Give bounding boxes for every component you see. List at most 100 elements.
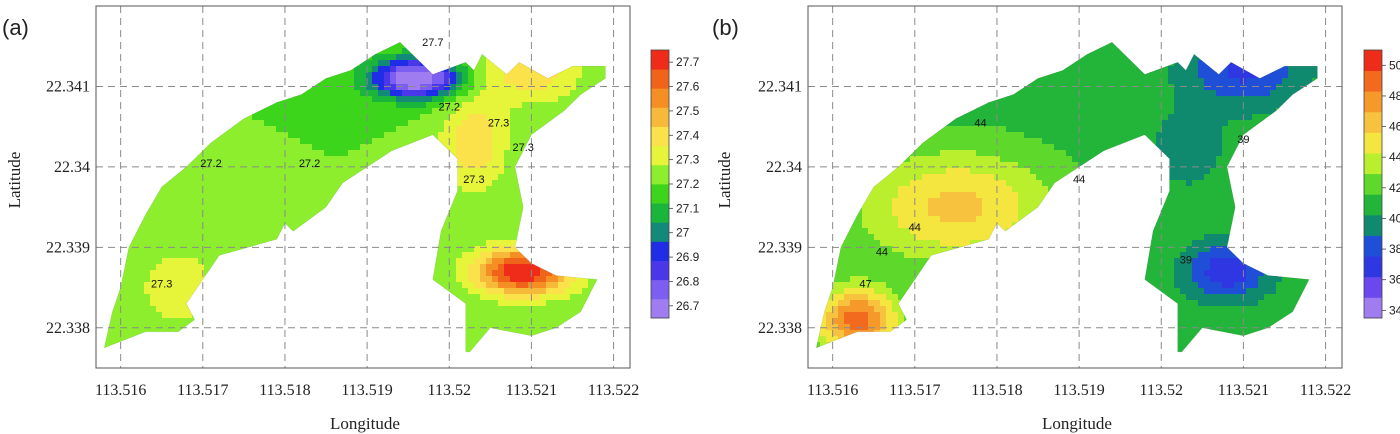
x-tick-label-a: 113.516 <box>95 382 146 399</box>
colorbar-tick-label-a: 26.8 <box>676 274 700 288</box>
colorbar-segment-a <box>651 260 669 281</box>
colorbar-tick-label-b: 50 <box>1389 58 1400 72</box>
contour-label-b: 39 <box>1237 134 1249 146</box>
y-tick-label-a: 22.339 <box>46 239 90 256</box>
colorbar-tick-label-b: 40 <box>1389 211 1400 225</box>
colorbar-segment-b <box>1364 70 1382 92</box>
colorbar-segment-a <box>651 107 669 127</box>
x-tick-label-a: 113.518 <box>259 382 310 399</box>
colorbar-tick-label-b: 42 <box>1389 181 1400 195</box>
x-tick-label-b: 113.519 <box>1053 382 1104 399</box>
y-tick-label-a: 22.338 <box>46 320 90 337</box>
colorbar-tick-label-a: 27.6 <box>676 80 700 94</box>
colorbar-segment-a <box>651 164 669 185</box>
contour-label-b: 44 <box>909 222 921 234</box>
contour-field-a <box>104 42 606 352</box>
plot-frame-b <box>807 5 1343 369</box>
colorbar-segment-b <box>1364 111 1382 133</box>
contour-label-b: 47 <box>859 279 871 291</box>
colorbar-tick-label-a: 26.9 <box>676 250 700 264</box>
plot-area-b: 113.516 113.517 113.518 113.519 113.52 113.52… <box>758 5 1351 399</box>
colorbar-tick-label-a: 27.1 <box>676 201 700 215</box>
colorbar-frame-b <box>1363 49 1383 319</box>
colorbar-segment-b <box>1364 276 1382 298</box>
contour-label-a: 27.3 <box>151 279 172 291</box>
colorbar-tick-label-a: 27.4 <box>676 128 700 142</box>
colorbar-segment-b <box>1364 173 1382 195</box>
panel-label-a: (a) <box>2 15 29 40</box>
colorbar-segment-a <box>651 279 669 300</box>
contour-label-a: 27.3 <box>488 118 509 130</box>
colorbar-tick-label-b: 44 <box>1389 150 1400 164</box>
colorbar-tick-label-a: 27.5 <box>676 104 700 118</box>
y-tick-label-b: 22.341 <box>758 78 802 95</box>
x-tick-label-a: 113.52 <box>428 382 471 399</box>
colorbar-segment-a <box>651 126 669 147</box>
colorbar-segment-a <box>651 69 669 89</box>
colorbar-segment-a <box>651 203 669 223</box>
plot-frame-a <box>95 5 631 369</box>
y-tick-label-a: 22.34 <box>54 159 90 176</box>
colorbar-segment-b <box>1364 91 1382 113</box>
colorbar-tick-label-a: 27.7 <box>676 55 700 69</box>
x-tick-label-b: 113.516 <box>807 382 858 399</box>
contour-field-b <box>816 42 1318 352</box>
colorbar-tick-label-a: 26.7 <box>676 299 700 313</box>
y-tick-label-a: 22.341 <box>46 78 90 95</box>
colorbar-b: 34 36 38 40 42 44 46 48 50 <box>1363 49 1400 319</box>
y-tick-label-b: 22.34 <box>766 159 802 176</box>
x-tick-label-a: 113.519 <box>341 382 392 399</box>
y-tick-label-b: 22.339 <box>758 239 802 256</box>
colorbar-segment-b <box>1364 214 1382 236</box>
colorbar-segment-b <box>1364 297 1382 319</box>
x-tick-label-b: 113.52 <box>1140 382 1183 399</box>
y-axis-title-b: Latitude <box>715 152 734 209</box>
x-tick-label-b: 113.522 <box>1300 382 1351 399</box>
y-axis-title-a: Latitude <box>5 152 24 209</box>
panel-b: (b) 113.516 113.517 113.518 113.519 113.52 11… <box>712 5 1400 433</box>
contour-label-a: 27.3 <box>463 174 484 186</box>
x-tick-label-a: 113.517 <box>177 382 228 399</box>
colorbar-segment-b <box>1364 153 1382 175</box>
colorbar-segment-a <box>651 88 669 108</box>
colorbar-tick-label-a: 27 <box>676 226 690 240</box>
colorbar-segment-a <box>651 50 669 70</box>
colorbar-segment-a <box>651 184 669 204</box>
y-tick-label-b: 22.338 <box>758 320 802 337</box>
x-axis-title-a: Longitude <box>330 414 400 433</box>
contour-label-a: 27.3 <box>512 142 533 154</box>
x-tick-label-a: 113.521 <box>506 382 557 399</box>
colorbar-segment-a <box>651 298 669 319</box>
contour-label-a: 27.7 <box>422 37 443 49</box>
contour-label-a: 27.2 <box>200 158 221 170</box>
colorbar-tick-label-a: 27.2 <box>676 177 700 191</box>
x-tick-label-b: 113.521 <box>1218 382 1269 399</box>
contour-label-b: 44 <box>974 118 986 130</box>
contour-label-a: 27.2 <box>299 158 320 170</box>
colorbar-segment-a <box>651 222 669 242</box>
colorbar-segment-b <box>1364 50 1382 72</box>
x-axis-title-b: Longitude <box>1042 414 1112 433</box>
colorbar-a: 26.7 26.8 26.9 27 27.1 27.2 27.3 27.4 27.5 27.6 27… <box>650 49 700 319</box>
contour-label-a: 27.2 <box>439 102 460 114</box>
colorbar-segment-a <box>651 145 669 166</box>
x-tick-label-b: 113.518 <box>971 382 1022 399</box>
colorbar-tick-label-b: 38 <box>1389 242 1400 256</box>
colorbar-segment-b <box>1364 194 1382 216</box>
colorbar-tick-label-a: 27.3 <box>676 153 700 167</box>
contour-label-b: 44 <box>1073 174 1085 186</box>
x-tick-label-a: 113.522 <box>588 382 639 399</box>
region-outline-a <box>103 41 606 353</box>
colorbar-tick-label-b: 46 <box>1389 120 1400 134</box>
contour-label-b: 44 <box>876 246 888 258</box>
plot-area-a: 113.516 113.517 113.518 113.519 113.52 113.52… <box>46 5 639 399</box>
panel-label-b: (b) <box>712 15 739 40</box>
region-outline-b <box>815 41 1318 353</box>
colorbar-segment-b <box>1364 132 1382 154</box>
colorbar-tick-label-b: 34 <box>1389 303 1400 317</box>
contour-label-b: 39 <box>1180 254 1192 266</box>
colorbar-tick-label-b: 36 <box>1389 273 1400 287</box>
colorbar-segment-b <box>1364 256 1382 278</box>
colorbar-segment-a <box>651 241 669 261</box>
